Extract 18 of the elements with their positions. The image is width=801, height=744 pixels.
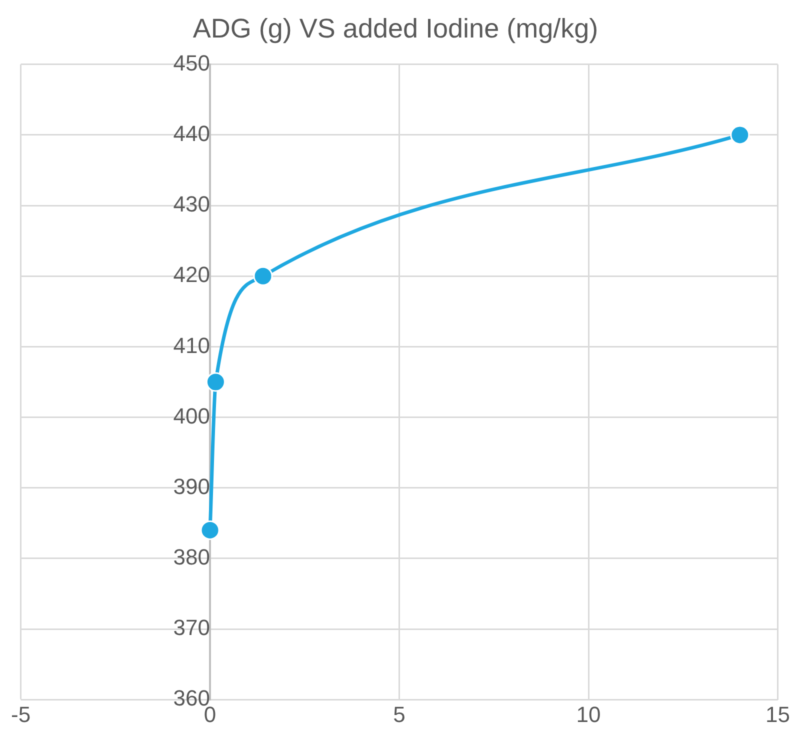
x-tick-label: 15 [766,702,790,727]
chart-title: ADG (g) VS added Iodine (mg/kg) [192,14,598,44]
x-tick-label: 5 [393,702,406,727]
point [200,520,220,540]
y-tick-label: 370 [173,615,210,640]
x-tick-label: 10 [576,702,601,727]
y-tick-label: 390 [173,474,210,499]
y-tick-label: 410 [173,332,210,358]
y-tick-label: 440 [173,121,210,146]
y-tick-label: 400 [173,403,210,428]
x-tick-label: -5 [11,702,31,727]
point [730,125,750,145]
y-tick-label: 380 [173,544,210,570]
y-tick-label: 420 [173,262,210,288]
point [206,372,226,392]
y-tick-label: 450 [173,50,210,76]
y-tick-label: 430 [173,192,210,217]
point [253,266,273,286]
